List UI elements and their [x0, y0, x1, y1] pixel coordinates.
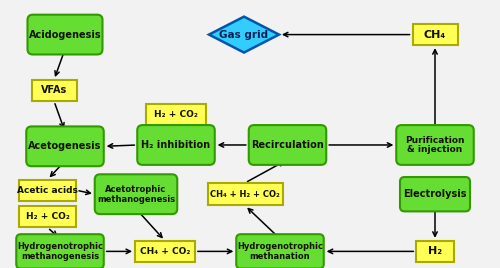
Text: Acetic acids: Acetic acids: [17, 186, 78, 195]
Text: CH₄: CH₄: [424, 29, 446, 40]
FancyBboxPatch shape: [236, 234, 324, 268]
Text: H₂: H₂: [428, 246, 442, 256]
FancyBboxPatch shape: [249, 125, 326, 165]
FancyBboxPatch shape: [16, 234, 104, 268]
FancyBboxPatch shape: [19, 206, 76, 228]
Text: VFAs: VFAs: [41, 85, 67, 95]
FancyBboxPatch shape: [135, 241, 195, 262]
Polygon shape: [209, 17, 279, 53]
Text: CH₄ + CO₂: CH₄ + CO₂: [140, 247, 190, 256]
Text: Gas grid: Gas grid: [220, 29, 268, 40]
FancyBboxPatch shape: [396, 125, 474, 165]
Text: CH₄ + H₂ + CO₂: CH₄ + H₂ + CO₂: [210, 190, 280, 199]
Text: Hydrogenotrophic
methanogenesis: Hydrogenotrophic methanogenesis: [17, 242, 103, 261]
FancyBboxPatch shape: [95, 174, 177, 214]
FancyBboxPatch shape: [19, 180, 76, 201]
Text: Electrolysis: Electrolysis: [403, 189, 467, 199]
Text: H₂ inhibition: H₂ inhibition: [142, 140, 210, 150]
Text: Acetogenesis: Acetogenesis: [28, 141, 102, 151]
Text: Recirculation: Recirculation: [251, 140, 324, 150]
Text: Acetotrophic
methanogenesis: Acetotrophic methanogenesis: [97, 185, 175, 203]
FancyBboxPatch shape: [26, 126, 104, 166]
FancyBboxPatch shape: [146, 104, 206, 125]
Text: Purification
& injection: Purification & injection: [405, 136, 465, 154]
Text: H₂ + CO₂: H₂ + CO₂: [154, 110, 198, 119]
FancyBboxPatch shape: [137, 125, 215, 165]
FancyBboxPatch shape: [32, 80, 76, 101]
Text: H₂ + CO₂: H₂ + CO₂: [26, 212, 70, 221]
FancyBboxPatch shape: [412, 24, 458, 45]
FancyBboxPatch shape: [400, 177, 470, 211]
Text: Acidogenesis: Acidogenesis: [28, 29, 102, 40]
FancyBboxPatch shape: [208, 183, 282, 206]
Text: Hydrogenotrophic
methanation: Hydrogenotrophic methanation: [237, 242, 323, 261]
FancyBboxPatch shape: [28, 15, 102, 54]
FancyBboxPatch shape: [416, 241, 454, 262]
